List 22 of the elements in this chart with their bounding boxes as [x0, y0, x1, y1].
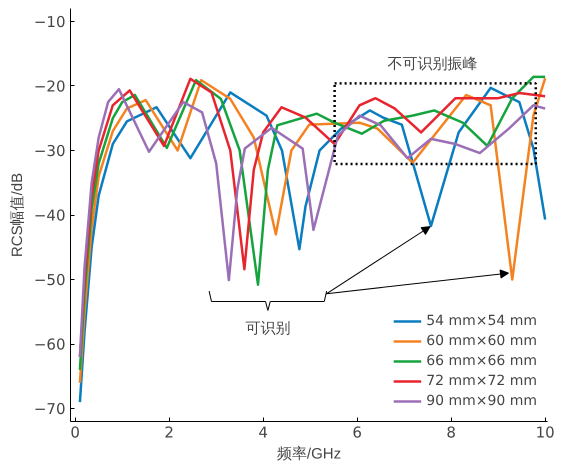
annotation: 不可识别振峰 — [387, 54, 478, 72]
legend-label: 66 mm×66 mm — [426, 353, 537, 369]
y-tick-label: −50 — [34, 271, 66, 290]
y-tick-label: −60 — [34, 336, 66, 354]
annotation: 可识别 — [245, 318, 290, 337]
x-tick-label: 4 — [258, 424, 268, 442]
y-tick-label: −30 — [34, 142, 66, 160]
x-tick-label: 8 — [446, 424, 456, 442]
legend-label: 72 mm×72 mm — [426, 373, 537, 389]
y-tick-label: −40 — [34, 206, 66, 224]
legend-label: 60 mm×60 mm — [426, 333, 537, 349]
x-tick-label: 6 — [352, 424, 362, 442]
x-tick-label: 0 — [70, 424, 80, 442]
y-tick-label: −10 — [34, 12, 66, 31]
y-tick-label: −70 — [34, 400, 66, 418]
y-axis-title: RCS幅值/dB — [8, 172, 26, 258]
y-tick-label: −20 — [34, 77, 66, 96]
x-tick-label: 10 — [536, 424, 555, 442]
legend-label: 90 mm×90 mm — [426, 393, 537, 409]
x-tick-label: 2 — [164, 424, 174, 442]
legend-label: 54 mm×54 mm — [426, 313, 537, 329]
x-axis-title: 频率/GHz — [276, 446, 342, 462]
